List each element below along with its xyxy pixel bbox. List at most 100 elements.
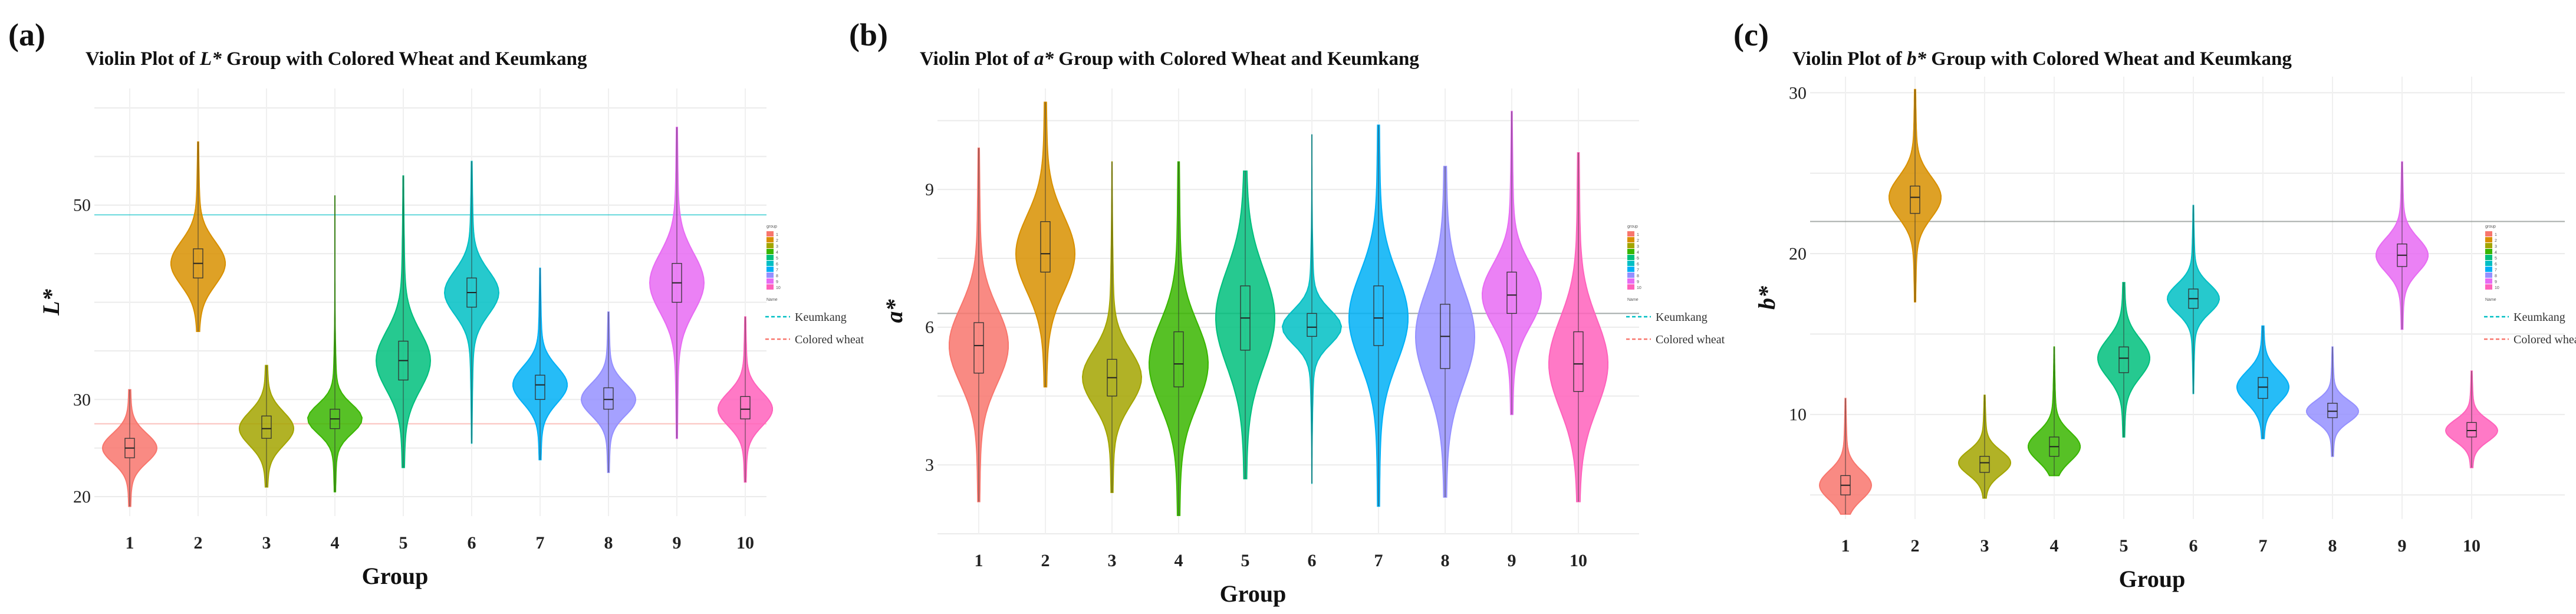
- box-8: [2327, 402, 2338, 418]
- legend-key: [2485, 237, 2492, 242]
- legend-entry-label: 6: [776, 262, 778, 267]
- violin-7: [2236, 325, 2289, 439]
- legend-entry-label: 7: [776, 268, 778, 272]
- x-tick-label: 6: [468, 533, 476, 553]
- title-prefix: Violin Plot of: [85, 48, 200, 70]
- legend-key: [1627, 261, 1634, 266]
- violin-5: [2097, 282, 2151, 438]
- box-10: [740, 396, 751, 419]
- violin-10: [718, 316, 773, 483]
- title-suffix: Group with Colored Wheat and Keumkang: [1926, 48, 2292, 70]
- legend-line-title: Name: [2485, 298, 2496, 302]
- legend-key: [1627, 284, 1634, 290]
- x-tick-label: 10: [1570, 551, 1587, 570]
- x-tick-label: 5: [2120, 536, 2128, 556]
- title-var: L*: [200, 48, 222, 70]
- legend-key: [2485, 278, 2492, 284]
- legend-key: [1627, 278, 1634, 284]
- box-2: [1910, 185, 1920, 214]
- legend-line-label: Colored wheat: [2514, 333, 2576, 346]
- legend-line-label: Colored wheat: [795, 333, 864, 346]
- x-tick-label: 7: [536, 533, 545, 553]
- legend-entry-label: 5: [1637, 257, 1639, 261]
- chart-panel: 1 2 3 4 5 6 7 8 9 10369Groupa*group12345678910Nam…: [881, 88, 1725, 607]
- y-axis-title: L*: [38, 288, 64, 316]
- legend-key: [766, 237, 774, 242]
- legend-entry-label: 9: [2495, 280, 2497, 284]
- box-5: [2118, 346, 2129, 373]
- x-axis-title: Group: [362, 563, 429, 589]
- panel-label: (c): [1733, 17, 1769, 52]
- y-tick-label: 20: [73, 487, 91, 507]
- x-tick-label: 9: [2398, 536, 2407, 556]
- y-axis-title: a*: [881, 299, 907, 323]
- legend-key: [1627, 237, 1634, 242]
- legend-key: [766, 278, 774, 284]
- violin-9: [2376, 161, 2429, 330]
- x-tick-label: 3: [1108, 551, 1117, 570]
- legend-entry-label: 10: [1637, 286, 1641, 290]
- legend-key: [1627, 255, 1634, 260]
- box-4: [1173, 331, 1184, 388]
- legend-key: [766, 243, 774, 248]
- legend-entry-label: 2: [1637, 239, 1639, 243]
- legend-key: [1627, 249, 1634, 254]
- y-axis-title: b*: [1753, 285, 1780, 310]
- legend-key: [766, 261, 774, 266]
- legend-entry-label: 8: [776, 274, 778, 278]
- x-tick-label: 6: [2189, 536, 2198, 556]
- x-tick-label: 5: [399, 533, 408, 553]
- y-tick-label: 9: [925, 180, 934, 199]
- violin-8: [580, 311, 637, 473]
- legend-key: [1627, 272, 1634, 278]
- x-tick-label: 1: [126, 533, 134, 553]
- legend-entry-label: 3: [776, 245, 778, 249]
- x-tick-label: 1: [1841, 536, 1850, 556]
- x-tick-label: 2: [1041, 551, 1050, 570]
- panel-label: (a): [8, 17, 45, 52]
- legend-key: [2485, 272, 2492, 278]
- legend-entry-label: 10: [2495, 286, 2499, 290]
- legend-entry-label: 8: [1637, 274, 1639, 278]
- title-suffix: Group with Colored Wheat and Keumkang: [221, 48, 587, 70]
- legend-entry-label: 6: [2495, 262, 2497, 267]
- legend-key: [766, 272, 774, 278]
- x-tick-label: 7: [1374, 551, 1383, 570]
- legend-entry-label: 7: [1637, 268, 1639, 272]
- legend-key: [1627, 243, 1634, 248]
- legend: group 1 2 3 4 567 8 9 10 Name Keumkang Colored whea…: [765, 225, 864, 346]
- legend-entry-label: 3: [2495, 245, 2497, 249]
- violin-5: [1215, 170, 1276, 480]
- title-var: a*: [1034, 48, 1054, 70]
- legend-entry-label: 2: [776, 239, 778, 243]
- x-tick-label: 7: [2259, 536, 2268, 556]
- legend-entry-label: 5: [2495, 257, 2497, 261]
- legend-key: [2485, 284, 2492, 290]
- legend-key: [766, 249, 774, 254]
- box-7: [1373, 285, 1384, 346]
- x-tick-label: 8: [604, 533, 613, 553]
- legend: group 1 2 3 4 567 8 9 10 Name Keumkang Colored whea…: [2484, 225, 2576, 346]
- legend-line-label: Keumkang: [795, 311, 847, 324]
- y-tick-label: 6: [925, 318, 934, 337]
- violin-2: [1888, 88, 1942, 303]
- title-prefix: Violin Plot of: [1792, 48, 1907, 70]
- y-tick-label: 50: [73, 196, 91, 215]
- legend-entry-label: 6: [1637, 262, 1639, 267]
- legend-key: [766, 267, 774, 272]
- x-tick-label: 8: [2328, 536, 2337, 556]
- x-tick-label: 3: [1980, 536, 1989, 556]
- legend-key: [2485, 231, 2492, 237]
- plot-title: Violin Plot of b* Group with Colored Whe…: [1792, 48, 2292, 70]
- box-9: [1506, 271, 1517, 314]
- legend-line-title: Name: [766, 298, 778, 302]
- x-tick-label: 2: [194, 533, 203, 553]
- x-axis-title: Group: [2119, 566, 2186, 592]
- x-tick-label: 6: [1308, 551, 1317, 570]
- title-prefix: Violin Plot of: [920, 48, 1035, 70]
- violin-1: [949, 147, 1009, 503]
- y-tick-label: 3: [925, 455, 934, 475]
- panel-label: (b): [849, 17, 888, 52]
- chart-panel: 1 2 3 4 5 6 7 8 9 10102030Groupb*group12345678910…: [1753, 77, 2576, 592]
- plot-title: Violin Plot of a* Group with Colored Whe…: [920, 48, 1419, 70]
